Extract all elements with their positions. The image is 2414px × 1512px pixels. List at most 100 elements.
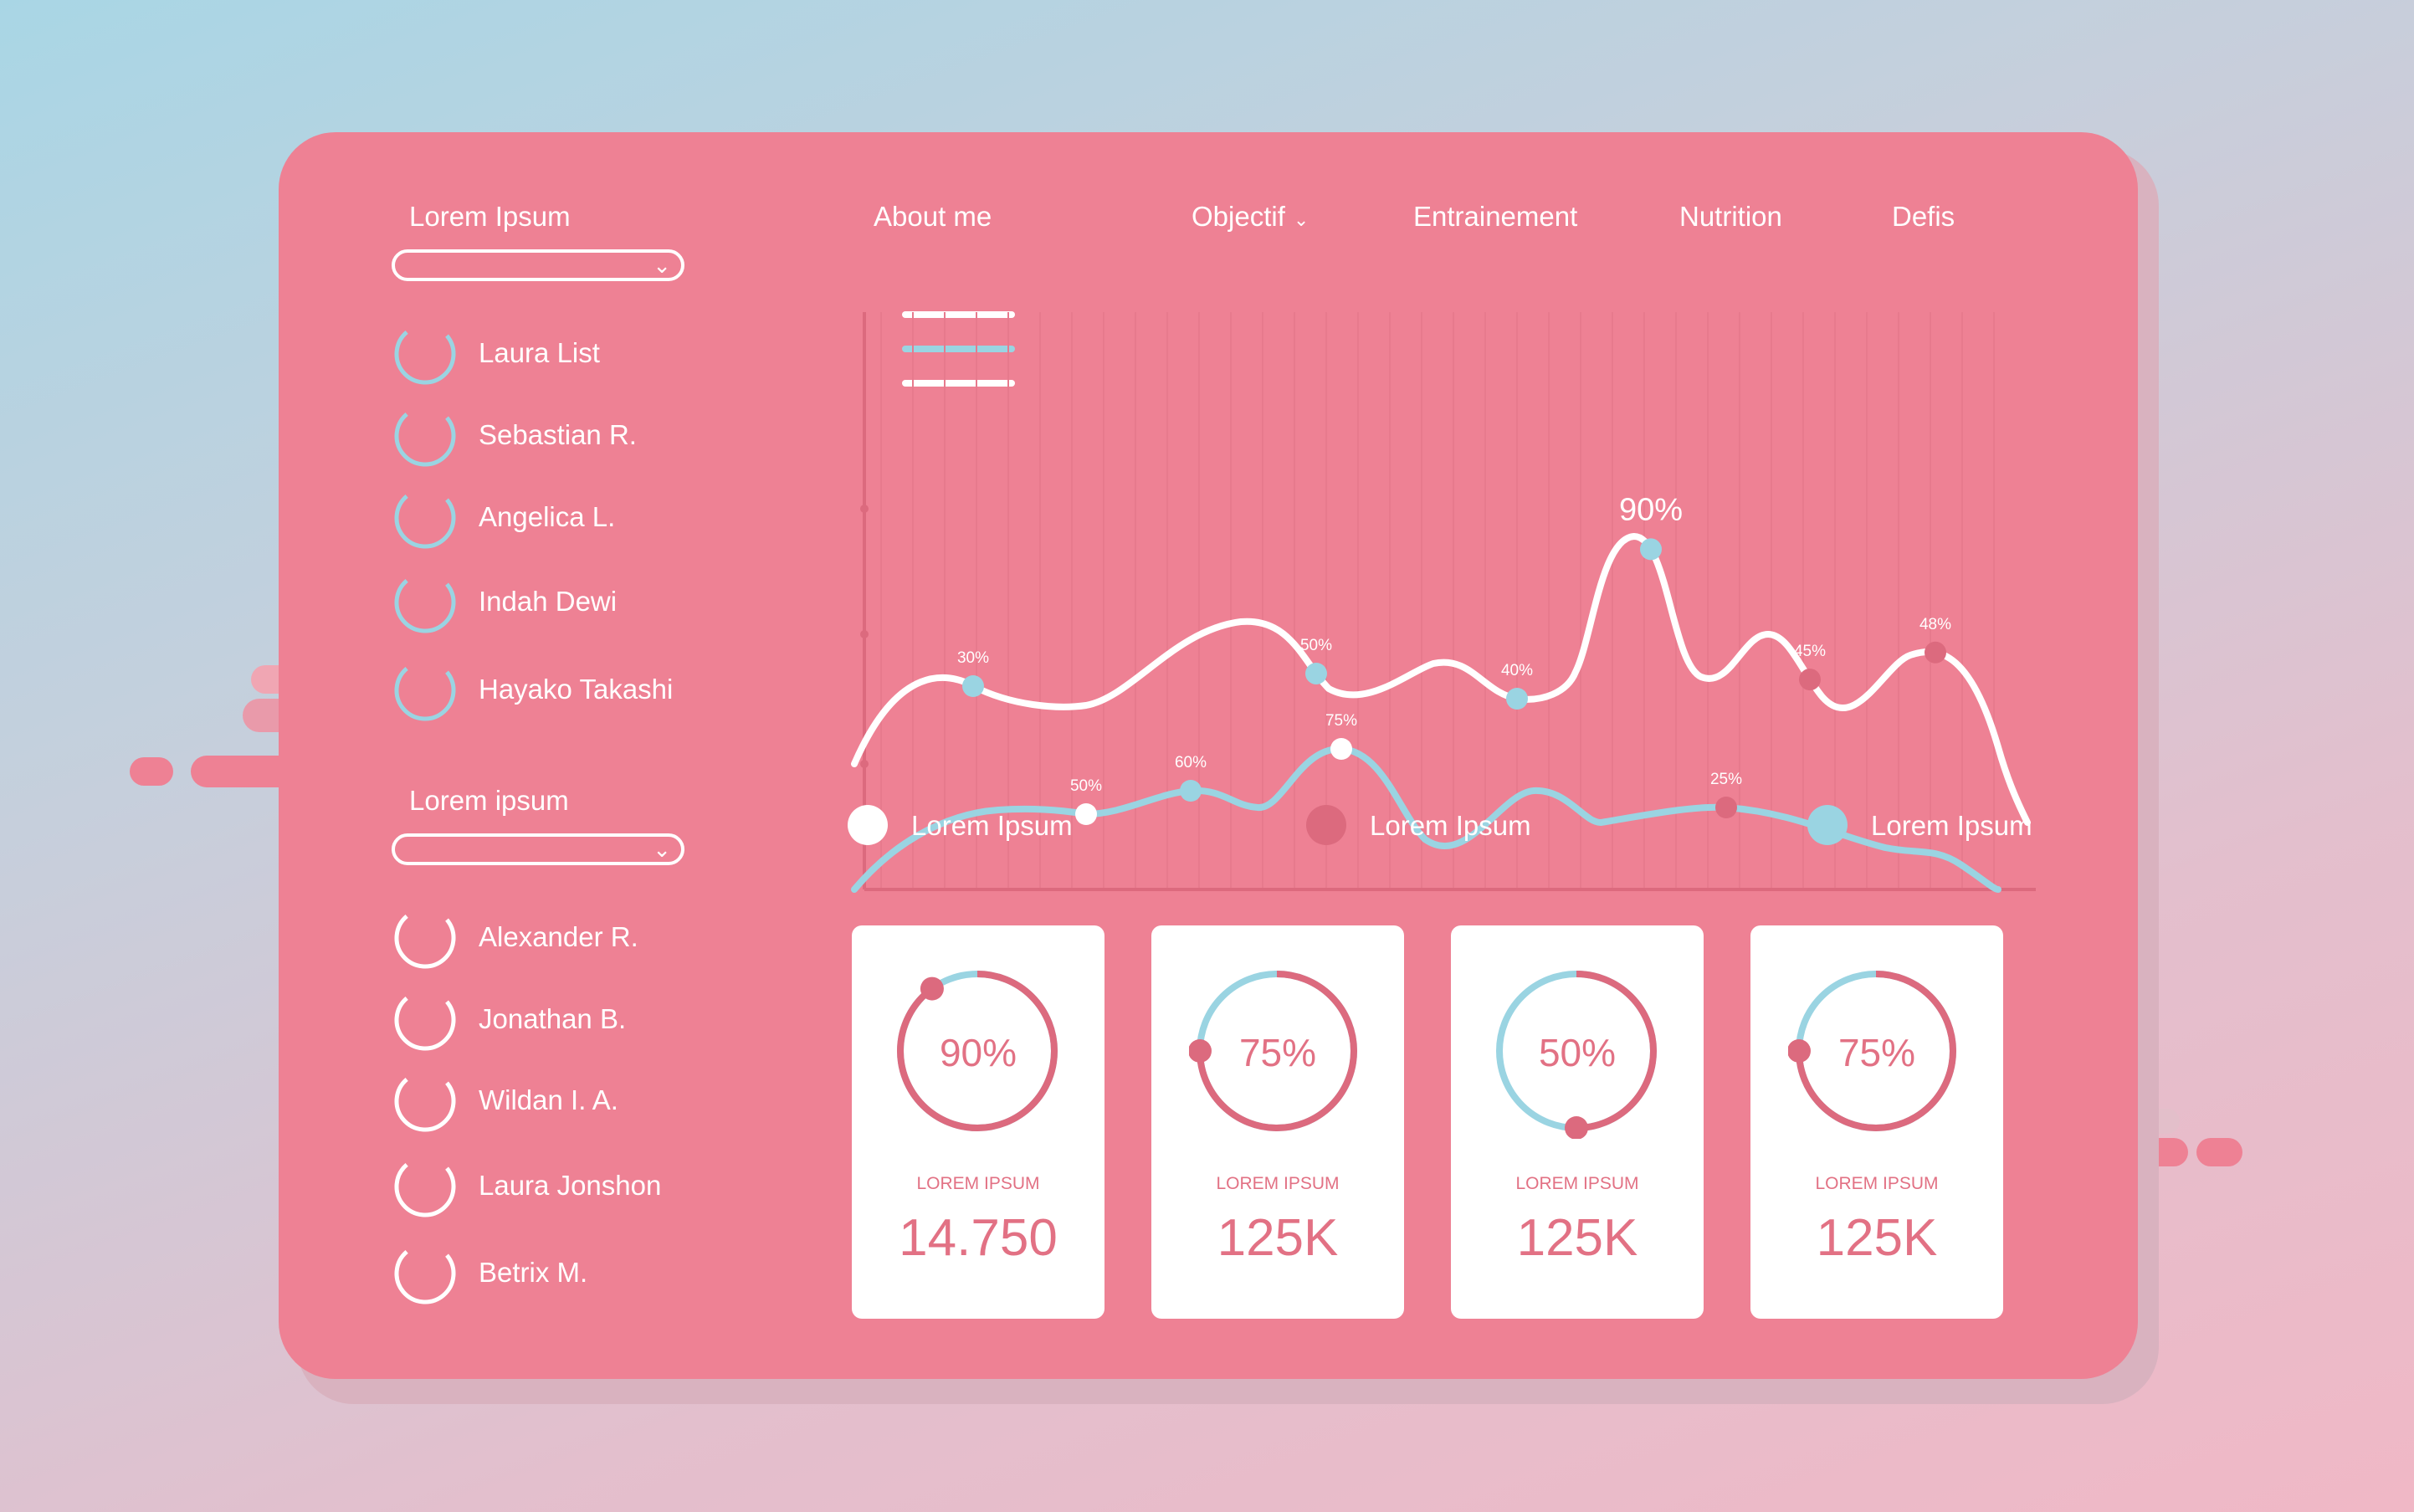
data-point [1925,641,1946,664]
series-line [851,532,2031,826]
data-label: 45% [1794,643,1826,660]
data-label: 48% [1919,616,1951,633]
progress-ring-icon [394,907,456,969]
data-label: 50% [1070,777,1102,795]
legend-swatch [1306,805,1346,845]
person-name: Sebastian R. [479,419,637,450]
data-point [1799,669,1821,691]
nav-item-nutrition[interactable]: Nutrition [1679,201,1782,233]
stat-label: LOREM IPSUM [916,1174,1040,1193]
nav-label: Objectif [1192,201,1285,232]
progress-ring [897,971,1058,1131]
progress-ring-icon [394,571,456,633]
legend-label: Lorem Ipsum [1871,810,2032,841]
stat-value: 125K [1217,1209,1339,1267]
line-chart: 30% 50% 40% 90% 45% 48% 50% 60% 75% 25% [851,312,2036,893]
progress-ring-icon [394,989,456,1051]
data-label: 75% [1325,712,1357,730]
progress-ring-icon [394,323,456,385]
nav-item-objectif[interactable]: Objectif ⌄ [1192,201,1309,233]
decor-pill [130,757,173,786]
legend-label: Lorem Ipsum [911,810,1073,841]
ring-knob [920,976,944,1001]
chart-grid [880,312,1995,888]
ring-knob [1788,1039,1811,1063]
data-point [1640,538,1662,561]
nav-item-entrainement[interactable]: Entrainement [1413,201,1577,233]
progress-ring [1496,971,1657,1139]
progress-ring-icon [394,487,456,549]
progress-ring-icon [394,1243,456,1304]
stat-label: LOREM IPSUM [1515,1174,1639,1193]
data-label: 30% [957,649,989,667]
y-axis-tick [860,760,869,768]
data-point [1305,662,1327,684]
list-item[interactable]: Laura List [392,320,810,387]
list-item[interactable]: Indah Dewi [392,569,810,636]
person-name: Hayako Takashi [479,674,674,705]
list-item[interactable]: Sebastian R. [392,402,810,469]
progress-ring-icon [394,659,456,721]
list-item[interactable]: Hayako Takashi [392,657,810,724]
person-name: Laura List [479,337,600,368]
nav-label: About me [874,201,992,232]
nav-label: Defis [1892,201,1955,232]
progress-ring [1788,971,1956,1131]
data-label: 25% [1710,771,1742,788]
list-item[interactable]: Laura Jonshon [392,1153,810,1220]
sidebar-dropdown[interactable]: ⌄ [392,249,684,281]
hamburger-menu-icon[interactable] [902,311,1015,387]
progress-ring-icon [394,1070,456,1132]
list-item[interactable]: Wildan I. A. [392,1068,810,1135]
list-item[interactable]: Alexander R. [392,905,810,971]
nav-item-about[interactable]: About me [874,201,992,233]
chevron-down-icon: ⌄ [1293,209,1310,230]
sidebar-group-title: Lorem Ipsum [409,201,571,232]
decor-pill [2196,1138,2242,1166]
stat-card[interactable]: 75% LOREM IPSUM 125K [1151,925,1404,1319]
stat-card[interactable]: 75% LOREM IPSUM 125K [1750,925,2003,1319]
stat-percent: 90% [939,1031,1017,1074]
data-label: 50% [1300,637,1332,654]
sidebar-dropdown[interactable]: ⌄ [392,833,684,865]
person-name: Indah Dewi [479,586,618,617]
nav-item-defis[interactable]: Defis [1892,201,1955,233]
data-point [1075,803,1097,825]
progress-ring [1189,971,1357,1131]
progress-ring-icon [394,405,456,467]
dashboard-panel: Lorem Ipsum ⌄ Laura List Sebastian R. An… [279,132,2138,1379]
list-item[interactable]: Angelica L. [392,484,810,551]
data-label: 90% [1619,492,1683,527]
list-item[interactable]: Jonathan B. [392,987,810,1053]
nav-label: Entrainement [1413,201,1578,232]
series-labels: 30% 50% 40% 90% 45% 48% 50% 60% 75% 25% [957,492,1951,795]
y-axis-tick [860,505,869,513]
ring-knob [1189,1039,1212,1063]
data-point [962,675,984,697]
list-item[interactable]: Betrix M. [392,1240,810,1307]
chevron-down-icon: ⌄ [653,837,671,862]
stat-value: 125K [1816,1209,1938,1267]
data-label: 40% [1501,662,1533,679]
legend-swatch [848,805,888,845]
person-name: Wildan I. A. [479,1084,618,1115]
y-axis-tick [860,630,869,638]
person-name: Angelica L. [479,501,616,532]
stat-card[interactable]: 90% LOREM IPSUM 14.750 [852,925,1104,1319]
data-point [1715,797,1737,818]
progress-ring-icon [394,1156,456,1217]
nav-label: Nutrition [1679,201,1782,232]
sidebar-group-title: Lorem ipsum [409,785,569,816]
person-name: Alexander R. [479,921,638,952]
stat-label: LOREM IPSUM [1216,1174,1340,1193]
stat-percent: 50% [1538,1031,1617,1074]
ring-progress [897,971,1058,1131]
ring-knob [1565,1116,1588,1139]
person-name: Laura Jonshon [479,1170,662,1201]
stat-percent: 75% [1238,1031,1317,1074]
stat-card[interactable]: 50% LOREM IPSUM 125K [1451,925,1704,1319]
data-point [1506,688,1528,710]
person-name: Betrix M. [479,1257,588,1288]
stat-percent: 75% [1837,1031,1916,1074]
legend-label: Lorem Ipsum [1370,810,1531,841]
